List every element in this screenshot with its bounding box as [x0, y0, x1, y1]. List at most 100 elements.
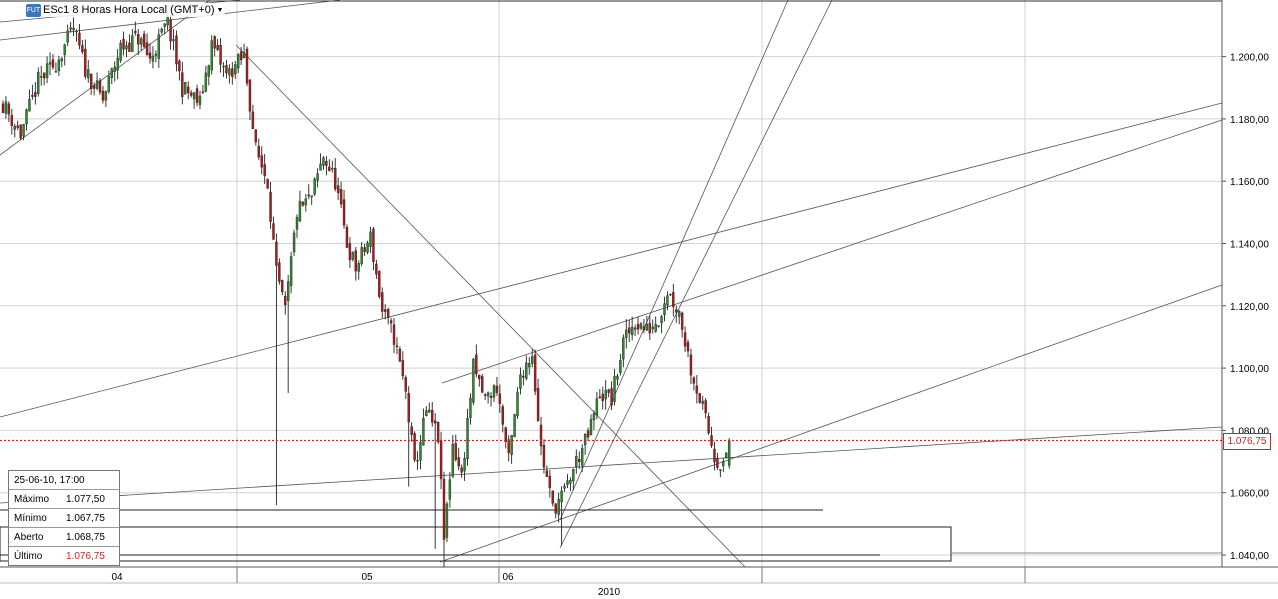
- candle-body: [419, 442, 422, 461]
- support-zone-box: [0, 526, 952, 562]
- candle-body: [575, 456, 578, 467]
- candle-body: [98, 80, 102, 93]
- candle-body: [331, 167, 334, 170]
- candle-body: [633, 327, 637, 330]
- candle-body: [192, 92, 196, 100]
- trendline: [0, 0, 211, 156]
- candle-body: [542, 445, 546, 468]
- y-tick-label: 1.100,00: [1230, 364, 1269, 375]
- candle-body: [125, 45, 128, 50]
- candle-body: [304, 198, 308, 206]
- candle-body: [569, 479, 572, 484]
- candle-body: [28, 99, 31, 112]
- candle-body: [286, 281, 290, 301]
- candle-body: [137, 34, 140, 45]
- candle-body: [225, 65, 228, 74]
- candle-body: [433, 420, 437, 424]
- candle-body: [560, 490, 563, 503]
- candle-body: [245, 48, 249, 84]
- candle-body: [139, 38, 143, 45]
- candle-body: [301, 201, 305, 206]
- candle-body: [551, 490, 554, 504]
- y-tick-label: 1.120,00: [1230, 302, 1269, 313]
- candle-body: [207, 65, 211, 77]
- candle-body: [81, 45, 84, 53]
- candle-body: [31, 94, 34, 97]
- candle-body: [95, 80, 99, 89]
- candle-body: [107, 76, 111, 92]
- candle-body: [498, 393, 502, 404]
- candle-body: [110, 68, 113, 79]
- candle-body: [22, 124, 25, 137]
- candle-body: [4, 101, 8, 114]
- candle-body: [248, 79, 252, 112]
- candle-body: [351, 252, 355, 260]
- candle-body: [348, 243, 352, 261]
- candle-body: [48, 62, 52, 65]
- candle-body: [84, 48, 87, 77]
- candle-body: [586, 430, 590, 438]
- candle-body: [54, 71, 58, 73]
- candle-body: [592, 413, 596, 421]
- candle-body: [533, 354, 537, 392]
- candle-body: [119, 42, 122, 61]
- candle-body: [216, 45, 219, 50]
- candle-body: [210, 40, 213, 71]
- candle-body: [142, 33, 146, 48]
- candle-body: [460, 467, 463, 473]
- candle-body: [648, 323, 651, 334]
- candle-body: [607, 389, 610, 393]
- candle-body: [122, 38, 125, 50]
- candle-body: [172, 39, 175, 42]
- candle-body: [281, 280, 284, 293]
- candle-body: [16, 125, 19, 128]
- candle-body: [339, 188, 343, 205]
- candle-body: [198, 95, 202, 105]
- candle-body: [313, 178, 316, 195]
- candle-body: [645, 324, 649, 331]
- x-tick-label: 06: [502, 572, 514, 583]
- trendline: [441, 119, 1223, 384]
- candle-body: [619, 360, 622, 373]
- futures-badge-icon: FUT: [26, 3, 41, 17]
- candle-body: [60, 58, 63, 62]
- candle-body: [342, 199, 346, 226]
- candle-body: [557, 498, 560, 515]
- candle-body: [366, 242, 369, 253]
- candle-body: [589, 419, 593, 436]
- candle-body: [66, 30, 69, 43]
- candle-body: [160, 28, 163, 33]
- candle-body: [404, 377, 407, 392]
- candle-body: [410, 426, 413, 435]
- data-window-row-low: Mínimo 1.067,75: [9, 508, 119, 527]
- candle-body: [678, 311, 681, 317]
- candle-body: [345, 226, 349, 248]
- chart-title-bar[interactable]: FUT ESc1 8 Horas Hora Local (GMT+0) ▼: [26, 3, 226, 17]
- candle-body: [269, 191, 272, 222]
- y-tick-label: 1.180,00: [1230, 115, 1269, 126]
- chevron-down-icon[interactable]: ▼: [216, 6, 224, 14]
- candle-body: [113, 66, 116, 72]
- candle-body: [507, 439, 510, 454]
- candle-body: [598, 396, 602, 399]
- candle-body: [483, 394, 487, 396]
- x-tick-label: 05: [361, 572, 373, 583]
- candle-body: [389, 320, 393, 324]
- candle-body: [563, 485, 566, 489]
- data-window-label: Mínimo: [14, 512, 47, 524]
- candle-body: [163, 23, 166, 27]
- data-window-label: Último: [14, 550, 43, 562]
- candle-body: [363, 247, 366, 252]
- candle-body: [510, 435, 513, 455]
- candle-body: [475, 354, 478, 375]
- data-window-value-last: 1.076,75: [66, 550, 105, 562]
- candle-body: [525, 362, 528, 379]
- candle-body: [442, 479, 446, 540]
- candle-body: [672, 292, 675, 307]
- candle-body: [683, 332, 687, 347]
- data-window-row-last: Último 1.076,75: [9, 546, 119, 565]
- candle-body: [522, 375, 525, 378]
- candle-body: [1, 103, 5, 113]
- candle-body: [392, 324, 396, 345]
